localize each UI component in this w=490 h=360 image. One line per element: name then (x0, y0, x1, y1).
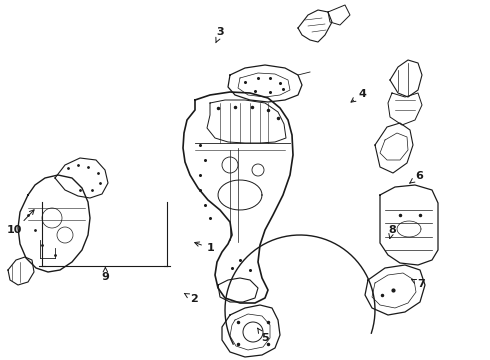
Text: 5: 5 (258, 328, 269, 343)
Text: 4: 4 (351, 89, 367, 102)
Text: 7: 7 (412, 279, 425, 289)
Text: 10: 10 (7, 210, 34, 235)
Text: 9: 9 (101, 267, 109, 282)
Text: 8: 8 (388, 225, 396, 239)
Text: 3: 3 (216, 27, 224, 43)
Text: 2: 2 (184, 293, 197, 304)
Text: 1: 1 (195, 242, 215, 253)
Text: 6: 6 (410, 171, 423, 183)
